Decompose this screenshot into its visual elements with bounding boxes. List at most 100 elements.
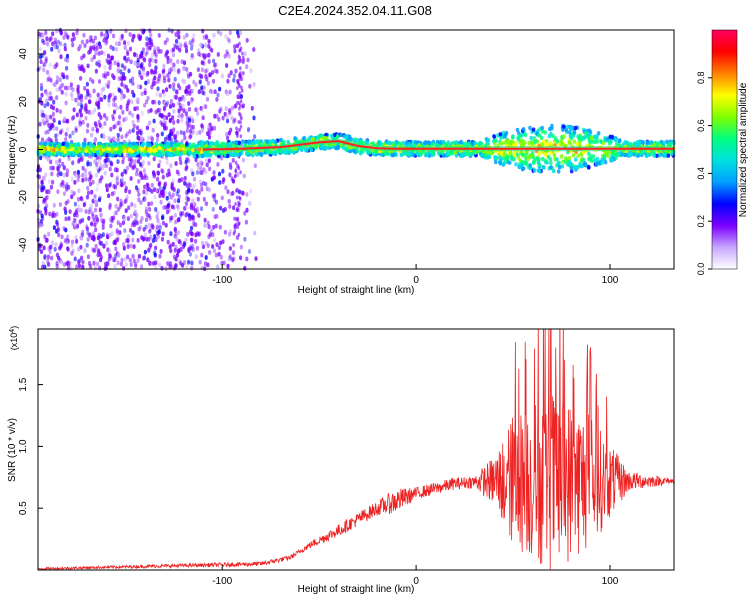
heat-cell — [84, 152, 89, 157]
heat-cell — [213, 197, 217, 203]
heat-cell — [216, 52, 220, 57]
heat-cell — [86, 161, 90, 167]
heat-cell — [135, 105, 139, 111]
heat-cell — [147, 148, 151, 153]
heat-cell — [135, 167, 139, 173]
heat-cell — [123, 256, 127, 262]
heat-cell — [537, 151, 541, 156]
heat-cell — [90, 189, 94, 195]
heat-cell — [156, 79, 160, 84]
heat-cell — [190, 188, 194, 194]
heat-cell — [424, 152, 429, 157]
heat-cell — [187, 187, 191, 193]
heat-cell — [74, 235, 78, 241]
heat-cell — [115, 167, 119, 173]
heat-cell — [156, 86, 160, 92]
heat-cell — [131, 237, 135, 243]
heat-cell — [173, 43, 177, 49]
heat-cell — [98, 96, 102, 102]
heat-cell — [140, 91, 144, 97]
heat-cell — [223, 229, 227, 235]
heat-cell — [176, 118, 180, 124]
heat-cell — [86, 63, 90, 69]
heat-cell — [149, 135, 153, 141]
figure-title: C2E4.2024.352.04.11.G08 — [278, 3, 432, 18]
heat-cell — [240, 88, 244, 93]
heat-cell — [122, 245, 126, 251]
heat-cell — [182, 108, 186, 113]
heat-cell — [160, 265, 164, 271]
heat-cell — [197, 165, 201, 171]
heat-cell — [134, 263, 138, 269]
heat-cell — [152, 70, 156, 75]
heat-cell — [636, 153, 640, 158]
heat-cell — [70, 242, 74, 248]
heat-cell — [671, 151, 676, 156]
heat-cell — [549, 150, 553, 155]
heat-cell — [202, 61, 206, 66]
heat-cell — [46, 254, 51, 260]
heat-cell — [162, 107, 167, 112]
heat-cell — [190, 215, 194, 221]
heat-cell — [47, 262, 51, 267]
heat-cell — [237, 166, 241, 171]
heat-cell — [87, 260, 92, 266]
heat-cell — [103, 113, 107, 118]
heat-cell — [161, 174, 165, 180]
heat-cell — [79, 207, 83, 213]
heat-cell — [56, 189, 60, 195]
heat-cell — [196, 67, 200, 72]
heat-cell — [82, 32, 86, 38]
heat-cell — [518, 157, 522, 162]
heat-cell — [94, 50, 98, 56]
heat-cell — [573, 125, 578, 131]
heat-cell — [551, 133, 555, 139]
heat-cell — [58, 77, 62, 83]
heat-cell — [85, 39, 89, 44]
heat-cell — [184, 166, 188, 172]
heat-cell — [73, 218, 77, 223]
heat-cell — [60, 82, 64, 88]
heat-cell — [480, 153, 484, 158]
heat-cell — [234, 160, 238, 165]
heat-cell — [185, 32, 189, 38]
heat-cell — [503, 134, 507, 139]
heat-cell — [158, 222, 162, 228]
heat-cell — [42, 67, 46, 73]
heat-cell — [388, 141, 393, 146]
heat-cell — [174, 32, 178, 37]
heat-cell — [63, 149, 67, 155]
heat-cell — [208, 122, 212, 128]
heat-cell — [301, 136, 306, 141]
heat-cell — [163, 40, 167, 45]
heat-cell — [173, 228, 177, 234]
heat-cell — [669, 142, 673, 147]
heat-cell — [125, 131, 130, 137]
heat-cell — [138, 162, 143, 167]
heat-cell — [148, 261, 152, 266]
heat-cell — [102, 132, 106, 138]
heat-cell — [120, 91, 124, 96]
heat-cell — [169, 243, 173, 249]
heat-cell — [205, 140, 209, 145]
heat-cell — [127, 68, 131, 74]
heat-cell — [45, 203, 49, 209]
heat-cell — [187, 117, 192, 123]
heat-cell — [107, 80, 111, 85]
heat-cell — [188, 251, 192, 257]
snr-frame — [37, 328, 675, 571]
x-tick-label: 100 — [602, 275, 619, 286]
heat-cell — [142, 196, 146, 202]
heat-cell — [65, 172, 69, 178]
heat-cell — [540, 156, 545, 162]
heat-cell — [521, 152, 526, 158]
heat-cell — [132, 258, 136, 264]
heat-cell — [129, 59, 133, 65]
heat-cell — [194, 254, 198, 260]
heat-cell — [153, 252, 157, 258]
heat-cell — [246, 57, 250, 63]
colorbar-label: Normalized spectral amplitude — [738, 82, 749, 217]
heat-cell — [147, 201, 151, 207]
heat-cell — [70, 251, 74, 256]
